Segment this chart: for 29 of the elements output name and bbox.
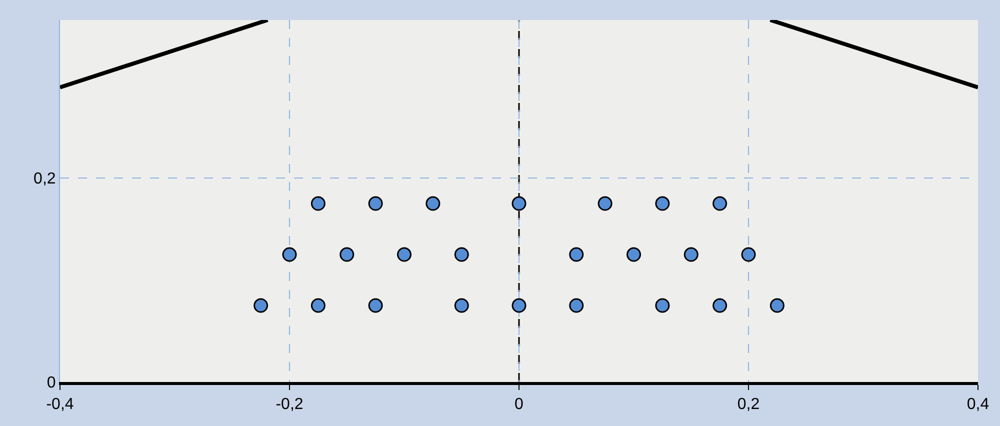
x-tick-label: -0,2 bbox=[276, 396, 304, 414]
point bbox=[684, 247, 698, 262]
x-tick-label: 0 bbox=[514, 396, 524, 414]
point bbox=[454, 247, 469, 262]
point bbox=[655, 196, 670, 211]
point bbox=[712, 298, 728, 313]
x-tick-label: 0,4 bbox=[966, 396, 990, 414]
point bbox=[254, 298, 268, 313]
point bbox=[655, 298, 670, 313]
point bbox=[397, 247, 412, 262]
point bbox=[598, 196, 612, 211]
point bbox=[368, 196, 383, 211]
point bbox=[512, 298, 526, 313]
point bbox=[310, 298, 326, 313]
point bbox=[712, 196, 728, 211]
point bbox=[569, 247, 584, 262]
point bbox=[512, 196, 526, 211]
point bbox=[340, 247, 354, 262]
point bbox=[626, 247, 641, 262]
x-tick-label: -0,4 bbox=[46, 396, 74, 414]
point bbox=[310, 196, 326, 211]
point bbox=[454, 298, 469, 313]
point bbox=[426, 196, 440, 211]
x-tick-label: 0,2 bbox=[737, 396, 760, 414]
point bbox=[741, 247, 756, 262]
point bbox=[282, 247, 297, 262]
point bbox=[569, 298, 584, 313]
point bbox=[770, 298, 784, 313]
point bbox=[368, 298, 383, 313]
